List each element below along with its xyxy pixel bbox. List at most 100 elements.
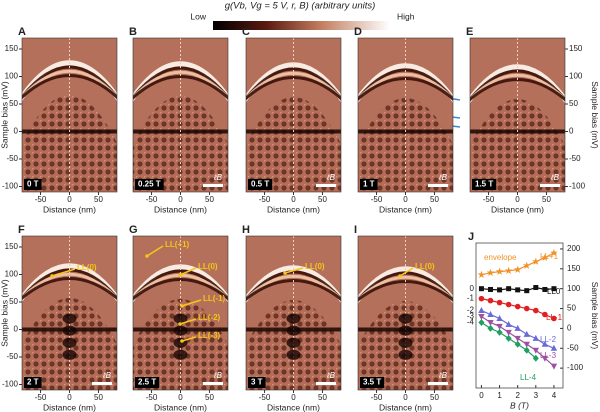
scale-label: ℓB (550, 173, 560, 182)
marker (541, 340, 549, 347)
marker (541, 355, 549, 362)
field-box (248, 179, 273, 190)
marker (551, 286, 557, 292)
arc (133, 70, 228, 101)
marker (478, 318, 485, 326)
fringes (470, 99, 565, 192)
field-box (135, 377, 160, 388)
x-axis-label: Distance (nm) (379, 402, 432, 412)
arrow-head (398, 274, 402, 278)
x-axis-label: Distance (nm) (154, 204, 207, 214)
arc (133, 264, 228, 303)
y-tick-label: 50 (9, 297, 18, 306)
colorbar-low: Low (190, 11, 206, 21)
x-tick-label: 0 (67, 195, 72, 204)
panel-letter: A (18, 26, 26, 38)
x-tick-label: 0 (178, 393, 183, 402)
annotation-arrow (284, 267, 304, 274)
panel-letter: J (468, 231, 474, 243)
y-axis-label: Sample bias (mV) (0, 279, 9, 347)
marker (514, 324, 521, 331)
x-tick-label: -50 (259, 393, 271, 402)
x-tick-label: 50 (318, 393, 327, 402)
annotation: LL(0) (77, 263, 97, 272)
y-tick-label: 100 (567, 284, 581, 293)
marker (477, 270, 486, 279)
marker (524, 288, 530, 294)
x-tick-label: 50 (542, 195, 551, 204)
marker (514, 303, 521, 310)
n-label: -4 (467, 318, 475, 327)
marker (551, 315, 557, 322)
scale-label: ℓB (213, 371, 223, 380)
scale-bar (316, 184, 336, 187)
ll-blob (62, 325, 77, 336)
x-tick-label: -50 (371, 195, 383, 204)
marker (532, 334, 540, 341)
arc (246, 62, 341, 103)
field-label: 1 T (363, 180, 375, 189)
x-tick-label: 2 (515, 391, 520, 400)
series-label: LL-4 (520, 373, 537, 382)
x-tick-label: 50 (94, 393, 103, 402)
marker (496, 323, 503, 330)
y-tick-label: -100 (2, 182, 19, 191)
marker (532, 257, 540, 265)
heatmap (358, 38, 453, 192)
n-label: 0 (470, 284, 475, 293)
annotation: LL(0) (198, 262, 218, 271)
y-tick-label: 0 (14, 127, 19, 136)
y-tick-label: -50 (569, 154, 581, 163)
heatmap (358, 236, 453, 390)
annotation-arrow (179, 267, 197, 276)
marker (495, 267, 504, 275)
y-axis-label: Sample bias (mV) (0, 81, 9, 149)
ll-blob (286, 337, 301, 348)
marker (532, 347, 540, 354)
scale-label: ℓB (438, 173, 448, 182)
marker (541, 253, 549, 261)
y-tick-label: 100 (569, 72, 583, 81)
y-tick-label: 0 (14, 325, 19, 334)
field-box (472, 179, 497, 190)
ll-blob (173, 325, 188, 336)
x-tick-label: 4 (552, 391, 557, 400)
x-tick-label: 0 (67, 393, 72, 402)
field-box (24, 377, 42, 388)
y-axis-label: Sample bias (mV) (590, 81, 600, 149)
field-label: 3.5 T (363, 378, 381, 387)
marker (496, 299, 503, 306)
ll-blob (398, 349, 413, 360)
marker (550, 344, 558, 351)
x-tick-label: 0 (403, 195, 408, 204)
x-tick-label: 50 (94, 195, 103, 204)
field-box (360, 377, 385, 388)
arrow-head (178, 273, 182, 277)
title: g(Vb, Vg = 5 V, r, B) (arbitrary units) (225, 1, 376, 12)
heatmap (470, 38, 565, 192)
x-tick-label: 50 (205, 195, 214, 204)
x-tick-label: 0 (403, 393, 408, 402)
scale-bar (203, 184, 223, 187)
marker (514, 335, 521, 342)
annotation-arrow (179, 318, 197, 325)
n-label: -1 (467, 294, 475, 303)
field-box (248, 377, 266, 388)
annotation: LL(0) (305, 262, 325, 271)
marker (487, 297, 494, 304)
marker (542, 311, 548, 318)
y-tick-label: 50 (9, 99, 18, 108)
marker (487, 319, 494, 326)
scale-bar (92, 382, 112, 385)
marker (523, 330, 530, 337)
y-tick-label: -100 (567, 363, 584, 372)
x-axis-label: Distance (nm) (154, 402, 207, 412)
annotation-arrow (146, 245, 164, 257)
marker (506, 286, 512, 292)
y-tick-label: 150 (569, 44, 583, 53)
arc (133, 66, 228, 101)
marker (487, 324, 494, 332)
y-tick-label: -50 (567, 343, 579, 352)
ll-blob (62, 337, 77, 348)
